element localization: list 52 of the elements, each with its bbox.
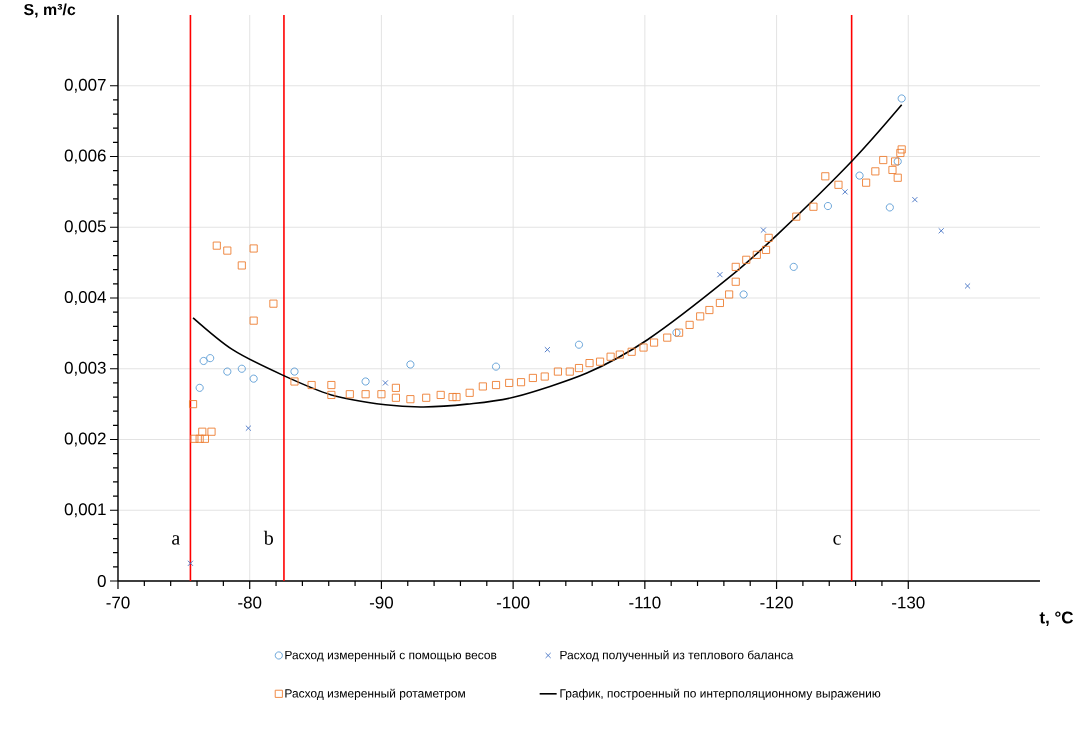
point: [938, 227, 945, 234]
legend-label: Расход полученный из теплового баланса: [560, 650, 794, 662]
ref-line-label: b: [263, 530, 273, 545]
y-tick-label: 0,007: [64, 78, 106, 93]
point: [823, 201, 832, 211]
point: [199, 356, 208, 365]
point: [237, 364, 246, 373]
point: [716, 271, 723, 278]
point: [885, 203, 894, 212]
point: [544, 346, 551, 353]
point: [245, 425, 252, 432]
point: [739, 290, 748, 299]
point: [223, 367, 232, 376]
point: [789, 262, 798, 271]
x-tick-label: -70: [106, 596, 130, 609]
point: [206, 354, 215, 363]
y-tick-label: 0,005: [64, 220, 106, 235]
point: [911, 196, 918, 203]
point: [382, 379, 389, 386]
point: [574, 340, 584, 349]
point: [290, 367, 299, 376]
x-tick-label: -130: [892, 596, 925, 609]
y-tick-label: 0,006: [64, 149, 106, 164]
point: [855, 171, 864, 180]
point: [842, 188, 849, 195]
x-tick-label: -90: [369, 596, 393, 609]
y-axis-title: S, m³/c: [23, 3, 76, 18]
y-tick-label: 0,002: [64, 432, 106, 447]
point: [187, 560, 194, 567]
x-tick-label: -120: [760, 596, 793, 609]
y-tick-label: 0,001: [64, 503, 106, 518]
y-tick-label: 0,003: [64, 361, 106, 376]
point: [760, 227, 767, 234]
point: [361, 377, 370, 386]
line-series: [192, 104, 903, 408]
ref-line-label: a: [172, 535, 180, 545]
x-tick-label: -100: [496, 596, 530, 609]
legend-label: Расход измеренный ротаметром: [285, 688, 465, 700]
ref-line-label: c: [833, 535, 841, 545]
x-tick-label: -110: [629, 596, 661, 609]
legend-label: График, построенный по интерполяционному выражению: [560, 688, 881, 700]
point: [964, 282, 971, 289]
x-axis-title: t, °C: [1039, 611, 1074, 626]
point: [195, 383, 204, 392]
y-tick-label: 0,004: [64, 291, 106, 305]
legend-label: Расход измеренный с помощью весов: [285, 650, 497, 662]
point: [406, 360, 415, 369]
x-tick-label: -80: [238, 596, 262, 609]
point: [249, 374, 258, 383]
y-tick-label: 0: [97, 575, 106, 587]
point: [897, 94, 906, 103]
point: [491, 362, 501, 371]
